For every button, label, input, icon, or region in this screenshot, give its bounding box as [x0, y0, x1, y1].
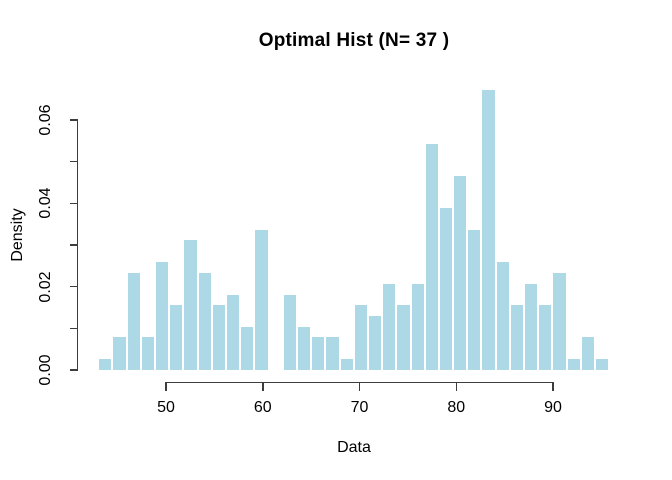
histogram-bar	[283, 294, 296, 370]
x-tick-mark	[358, 381, 361, 391]
y-tick-mark	[69, 327, 78, 330]
x-tick-label: 60	[253, 398, 272, 416]
histogram-bar	[99, 359, 112, 370]
histogram-bar	[496, 262, 509, 370]
histogram-bar	[354, 305, 367, 370]
histogram-bar	[567, 359, 580, 370]
x-tick-label: 70	[350, 398, 369, 416]
histogram-bar	[198, 272, 211, 370]
histogram-bar	[539, 305, 552, 370]
x-tick-label: 50	[157, 398, 175, 416]
y-axis-title: Density	[9, 208, 26, 262]
histogram-bar	[141, 337, 155, 370]
histogram-bar	[340, 359, 353, 370]
y-tick-mark	[69, 285, 78, 288]
histogram-bar	[510, 305, 524, 370]
histogram-bar	[383, 283, 396, 370]
y-tick-label: 0.02	[37, 271, 54, 303]
histogram-bar	[212, 305, 225, 370]
histogram-bar	[170, 305, 183, 370]
x-tick-mark	[455, 381, 457, 391]
chart-title: Optimal Hist (N= 37 )	[258, 30, 450, 51]
y-tick-mark	[69, 202, 78, 205]
histogram-bar	[454, 175, 467, 370]
histogram-bar	[312, 337, 325, 370]
x-tick-label: 90	[544, 398, 562, 416]
x-tick-mark	[552, 381, 554, 391]
histogram-bar	[241, 326, 254, 370]
y-tick-mark	[69, 160, 78, 163]
histogram-bar	[581, 337, 595, 370]
y-tick-mark	[69, 369, 78, 371]
y-tick-label: 0.06	[37, 104, 54, 136]
histogram-bar	[127, 272, 140, 370]
histogram-bar	[468, 229, 481, 370]
histogram-bar	[368, 316, 382, 370]
y-tick-label: 0.00	[37, 354, 54, 386]
histogram-bar	[525, 283, 538, 370]
y-tick-label: 0.04	[37, 187, 54, 219]
histogram-bar	[227, 294, 240, 370]
y-axis-line	[76, 119, 79, 371]
x-tick-mark	[165, 381, 167, 391]
histogram-bar	[425, 143, 438, 370]
histogram-bar	[255, 229, 268, 370]
histogram-bar	[113, 337, 126, 370]
histogram-bar	[184, 240, 197, 370]
histogram-bar	[439, 208, 453, 370]
y-tick-mark	[69, 119, 78, 121]
histogram-bar	[297, 326, 311, 370]
histogram-bar	[482, 89, 495, 370]
histogram-bar	[596, 359, 609, 370]
histogram-bar	[553, 272, 566, 370]
histogram-bar	[397, 305, 410, 370]
x-tick-label: 80	[447, 398, 466, 416]
histogram-bar	[326, 337, 339, 370]
x-tick-mark	[262, 381, 264, 391]
y-tick-mark	[69, 244, 78, 246]
x-axis-title: Data	[337, 439, 371, 456]
histogram-bar	[156, 262, 169, 370]
histogram-bar	[411, 283, 424, 370]
